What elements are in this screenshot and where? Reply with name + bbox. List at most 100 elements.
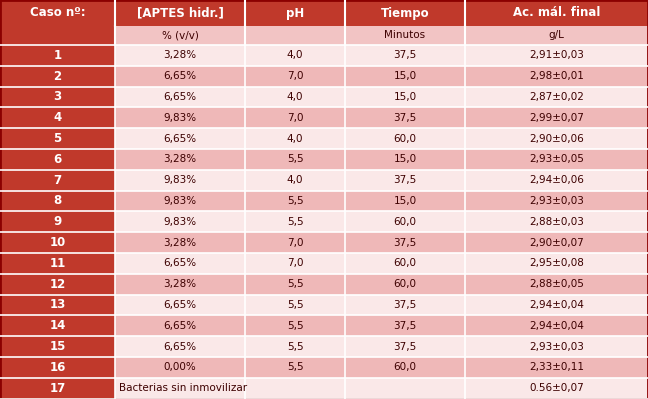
Text: 6,65%: 6,65% [163, 71, 196, 81]
Bar [0, 336, 115, 357]
Bar [345, 274, 465, 294]
Text: 2,99±0,07: 2,99±0,07 [529, 113, 584, 123]
Bar [245, 149, 345, 170]
Text: 60,0: 60,0 [393, 279, 417, 289]
Bar [245, 0, 345, 26]
Bar [0, 378, 115, 399]
Text: 17: 17 [49, 382, 65, 395]
Text: 3: 3 [53, 91, 62, 103]
Bar [345, 170, 465, 191]
Text: 5,5: 5,5 [286, 154, 303, 164]
Bar [0, 128, 115, 149]
Bar [115, 378, 465, 399]
Text: % (v/v): % (v/v) [161, 30, 198, 41]
Text: 0,00%: 0,00% [164, 362, 196, 372]
Bar [115, 357, 245, 378]
Bar [345, 107, 465, 128]
Text: Tiempo: Tiempo [380, 6, 430, 20]
Text: 0.56±0,07: 0.56±0,07 [529, 383, 584, 393]
Bar [245, 315, 345, 336]
Bar [0, 274, 115, 294]
Bar [465, 0, 648, 26]
Text: 2,95±0,08: 2,95±0,08 [529, 259, 584, 269]
Bar [115, 87, 245, 107]
Text: 4,0: 4,0 [287, 92, 303, 102]
Text: 3,28%: 3,28% [163, 50, 196, 60]
Bar [115, 336, 245, 357]
Text: 9,83%: 9,83% [163, 196, 196, 206]
Text: 3,28%: 3,28% [163, 237, 196, 248]
Text: 12: 12 [49, 278, 65, 291]
Bar [345, 336, 465, 357]
Text: 60,0: 60,0 [393, 217, 417, 227]
Text: Bacterias sin inmovilizar: Bacterias sin inmovilizar [119, 383, 247, 393]
Bar [0, 357, 115, 378]
Text: 4: 4 [53, 111, 62, 124]
Bar [345, 191, 465, 211]
Bar [465, 107, 648, 128]
Text: 9,83%: 9,83% [163, 113, 196, 123]
Text: 2,90±0,06: 2,90±0,06 [529, 134, 584, 144]
Bar [465, 45, 648, 66]
Bar [0, 0, 115, 26]
Bar [0, 170, 115, 191]
Bar [245, 45, 345, 66]
Bar [345, 294, 465, 315]
Text: 3,28%: 3,28% [163, 279, 196, 289]
Text: 37,5: 37,5 [393, 321, 417, 331]
Bar [465, 253, 648, 274]
Bar [115, 315, 245, 336]
Text: 7,0: 7,0 [287, 71, 303, 81]
Bar [245, 107, 345, 128]
Bar [245, 357, 345, 378]
Text: 5,5: 5,5 [286, 342, 303, 352]
Text: 4,0: 4,0 [287, 134, 303, 144]
Text: 60,0: 60,0 [393, 134, 417, 144]
Bar [465, 66, 648, 87]
Bar [115, 66, 245, 87]
Bar [345, 357, 465, 378]
Text: 7,0: 7,0 [287, 237, 303, 248]
Bar [245, 128, 345, 149]
Bar [115, 26, 245, 45]
Bar [115, 191, 245, 211]
Text: 2,91±0,03: 2,91±0,03 [529, 50, 584, 60]
Text: 37,5: 37,5 [393, 50, 417, 60]
Bar [245, 232, 345, 253]
Text: 13: 13 [49, 298, 65, 312]
Text: 16: 16 [49, 361, 65, 374]
Text: 2: 2 [53, 70, 62, 83]
Text: g/L: g/L [549, 30, 564, 41]
Bar [245, 170, 345, 191]
Text: 10: 10 [49, 236, 65, 249]
Bar [245, 87, 345, 107]
Text: 6: 6 [53, 153, 62, 166]
Text: 2,88±0,05: 2,88±0,05 [529, 279, 584, 289]
Bar [0, 66, 115, 87]
Text: 2,93±0,05: 2,93±0,05 [529, 154, 584, 164]
Text: 14: 14 [49, 319, 65, 332]
Text: Minutos: Minutos [384, 30, 426, 41]
Bar [0, 191, 115, 211]
Bar [0, 315, 115, 336]
Text: 4,0: 4,0 [287, 175, 303, 185]
Text: 5,5: 5,5 [286, 300, 303, 310]
Text: 5: 5 [53, 132, 62, 145]
Text: 7,0: 7,0 [287, 259, 303, 269]
Text: 2,88±0,03: 2,88±0,03 [529, 217, 584, 227]
Bar [465, 170, 648, 191]
Text: 1: 1 [53, 49, 62, 62]
Bar [465, 357, 648, 378]
Text: 11: 11 [49, 257, 65, 270]
Bar [465, 128, 648, 149]
Text: 6,65%: 6,65% [163, 92, 196, 102]
Bar [245, 336, 345, 357]
Bar [115, 107, 245, 128]
Bar [115, 149, 245, 170]
Bar [465, 274, 648, 294]
Bar [115, 232, 245, 253]
Text: 60,0: 60,0 [393, 259, 417, 269]
Bar [245, 191, 345, 211]
Text: [APTES hidr.]: [APTES hidr.] [137, 6, 224, 20]
Bar [115, 45, 245, 66]
